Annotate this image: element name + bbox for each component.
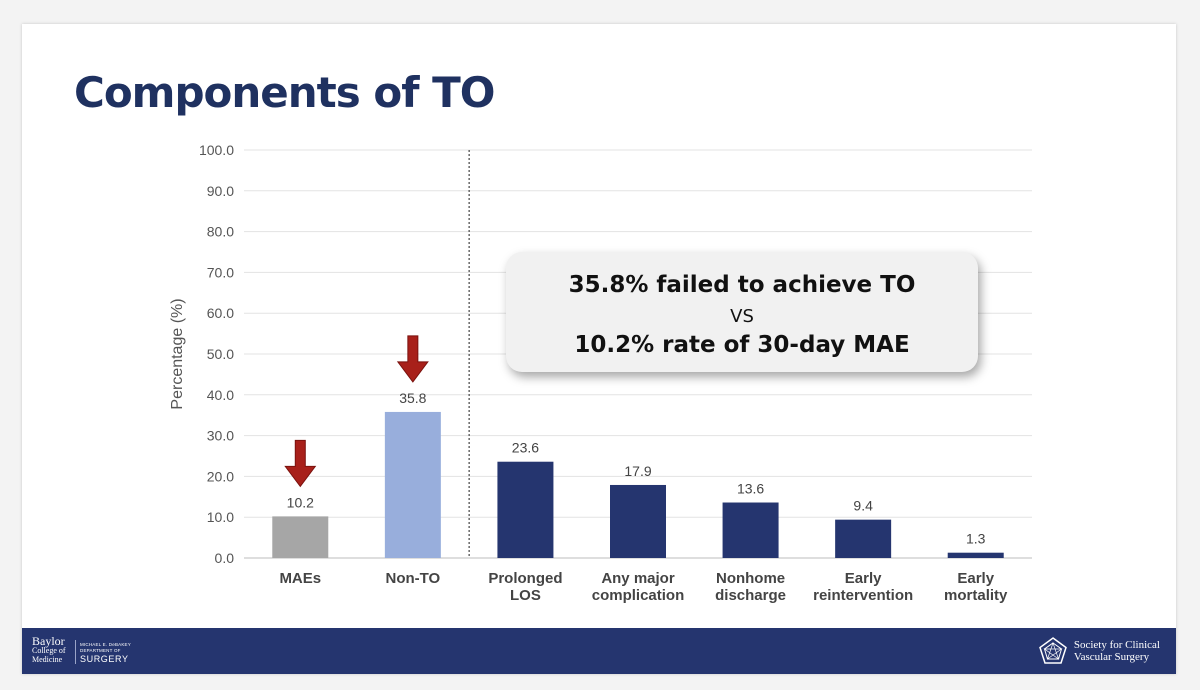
y-tick-label: 90.0	[207, 183, 234, 199]
callout-box: 35.8% failed to achieve TO VS 10.2% rate…	[506, 252, 978, 372]
x-tick-label: MAEs	[279, 570, 321, 587]
y-axis-label: Percentage (%)	[169, 298, 186, 409]
data-label: 23.6	[512, 440, 539, 456]
callout-line-1: 35.8% failed to achieve TO	[568, 272, 916, 298]
data-label: 35.8	[399, 390, 426, 406]
bar	[722, 502, 779, 558]
x-tick-label: Non-TO	[385, 570, 440, 587]
bar	[835, 519, 892, 558]
society-name: Society for Clinical Vascular Surgery	[1074, 639, 1160, 663]
y-tick-label: 20.0	[207, 468, 234, 484]
data-label: 9.4	[853, 498, 873, 514]
bar-chart: 0.0 10.0 20.0 30.0 40.0 50.0 60.0 70.0 80.0 90.0 1…	[169, 142, 1032, 604]
down-arrow-icon	[284, 439, 317, 488]
department-line-1: MICHAEL E. DeBAKEY	[80, 642, 131, 647]
bar	[497, 461, 554, 558]
slide-title: Components of TO	[74, 68, 495, 117]
bar	[272, 516, 329, 558]
y-tick-label: 80.0	[207, 224, 234, 240]
callout-line-3: 10.2% rate of 30-day MAE	[574, 332, 910, 358]
y-tick-label: 50.0	[207, 346, 234, 362]
x-tick-label: Early mortality	[944, 570, 1008, 604]
data-label: 1.3	[966, 531, 986, 547]
baylor-logo: Baylor College of Medicine	[32, 634, 66, 664]
y-tick-label: 70.0	[207, 264, 234, 280]
data-label: 17.9	[624, 463, 651, 479]
bar	[610, 484, 666, 558]
baylor-line-3: Medicine	[32, 655, 63, 664]
y-tick-label: 40.0	[207, 387, 234, 403]
y-tick-label: 10.0	[207, 509, 234, 525]
x-tick-label: Early reintervention	[813, 570, 913, 604]
department-line-2: DEPARTMENT OF	[80, 648, 121, 653]
footer-bar: Baylor College of Medicine MICHAEL E. De…	[22, 628, 1176, 674]
baylor-line-1: Baylor	[32, 634, 65, 648]
x-tick-label: Prolonged LOS	[488, 570, 562, 604]
department-logo: MICHAEL E. DeBAKEY DEPARTMENT OF SURGERY	[80, 642, 131, 664]
pentagon-emblem-icon	[1038, 637, 1067, 664]
data-label: 13.6	[737, 481, 764, 497]
y-tick-label: 30.0	[207, 428, 234, 444]
department-line-3: SURGERY	[80, 654, 129, 664]
y-tick-label: 100.0	[199, 142, 234, 158]
society-line-1: Society for Clinical	[1073, 639, 1160, 651]
x-tick-label: Any major complication	[592, 570, 685, 604]
down-arrow-icon	[396, 335, 429, 383]
society-line-2: Vascular Surgery	[1073, 651, 1150, 663]
y-tick-label: 60.0	[207, 305, 234, 321]
data-label: 10.2	[287, 494, 314, 510]
bar	[384, 411, 441, 558]
bar	[947, 552, 1004, 558]
footer-divider	[75, 640, 76, 664]
slide: Components of TO 0.0 10.0 20.0 30.0 40.0 50.0…	[22, 24, 1176, 674]
society-logo: Society for Clinical Vascular Surgery	[1038, 634, 1160, 668]
y-tick-label: 0.0	[215, 550, 235, 566]
baylor-line-2: College of	[32, 646, 66, 655]
x-tick-label: Nonhome discharge	[715, 570, 786, 604]
callout-line-2: VS	[730, 306, 754, 327]
